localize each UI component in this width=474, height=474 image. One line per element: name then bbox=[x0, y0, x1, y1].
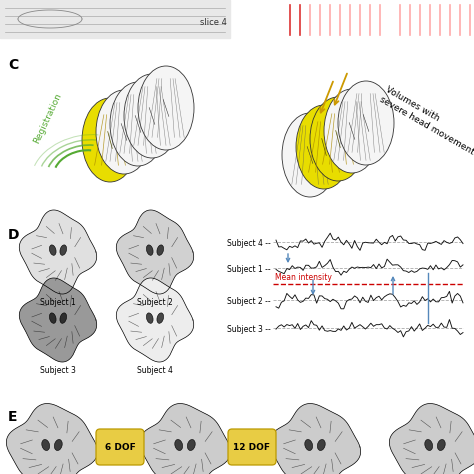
Ellipse shape bbox=[324, 89, 380, 173]
Text: 12 DOF: 12 DOF bbox=[234, 443, 271, 452]
Ellipse shape bbox=[138, 66, 194, 150]
Ellipse shape bbox=[49, 313, 56, 323]
Ellipse shape bbox=[310, 97, 366, 181]
Ellipse shape bbox=[318, 439, 325, 450]
Ellipse shape bbox=[157, 313, 164, 323]
Polygon shape bbox=[19, 210, 97, 294]
FancyBboxPatch shape bbox=[228, 429, 276, 465]
Text: C: C bbox=[8, 58, 18, 72]
FancyBboxPatch shape bbox=[96, 429, 144, 465]
Text: Subject 4: Subject 4 bbox=[137, 366, 173, 375]
Text: Subject 4 --: Subject 4 -- bbox=[227, 238, 271, 247]
Text: slice 4: slice 4 bbox=[200, 18, 227, 27]
Polygon shape bbox=[6, 403, 98, 474]
Ellipse shape bbox=[96, 90, 152, 174]
Ellipse shape bbox=[49, 245, 56, 255]
Ellipse shape bbox=[338, 81, 394, 165]
Ellipse shape bbox=[55, 439, 62, 450]
Bar bbox=[0, 0, 230, 38]
Text: E: E bbox=[8, 410, 18, 424]
Ellipse shape bbox=[187, 439, 195, 450]
Polygon shape bbox=[116, 210, 194, 294]
Ellipse shape bbox=[82, 98, 138, 182]
Text: 6 DOF: 6 DOF bbox=[105, 443, 136, 452]
Text: Subject 1 --: Subject 1 -- bbox=[228, 264, 271, 273]
Ellipse shape bbox=[305, 439, 313, 450]
Polygon shape bbox=[269, 403, 361, 474]
Ellipse shape bbox=[282, 113, 338, 197]
Text: Subject 3 --: Subject 3 -- bbox=[227, 325, 271, 334]
Ellipse shape bbox=[175, 439, 182, 450]
Text: Registration: Registration bbox=[32, 91, 64, 145]
Ellipse shape bbox=[425, 439, 433, 450]
Text: Subject 3: Subject 3 bbox=[40, 366, 76, 375]
Text: Subject 2: Subject 2 bbox=[137, 298, 173, 307]
Text: Subject 1: Subject 1 bbox=[40, 298, 76, 307]
Polygon shape bbox=[116, 278, 194, 362]
Polygon shape bbox=[19, 278, 97, 362]
Ellipse shape bbox=[124, 74, 180, 158]
Ellipse shape bbox=[146, 313, 153, 323]
Ellipse shape bbox=[438, 439, 445, 450]
Polygon shape bbox=[139, 403, 231, 474]
Text: Subject 2 --: Subject 2 -- bbox=[228, 297, 271, 306]
Text: Mean intensity: Mean intensity bbox=[275, 273, 332, 282]
Text: D: D bbox=[8, 228, 19, 242]
Ellipse shape bbox=[60, 313, 66, 323]
Ellipse shape bbox=[110, 82, 166, 166]
Text: Volumes with
severe head movement: Volumes with severe head movement bbox=[378, 85, 474, 156]
Ellipse shape bbox=[296, 105, 352, 189]
Ellipse shape bbox=[157, 245, 164, 255]
Ellipse shape bbox=[60, 245, 66, 255]
Ellipse shape bbox=[42, 439, 50, 450]
Polygon shape bbox=[389, 403, 474, 474]
Ellipse shape bbox=[146, 245, 153, 255]
